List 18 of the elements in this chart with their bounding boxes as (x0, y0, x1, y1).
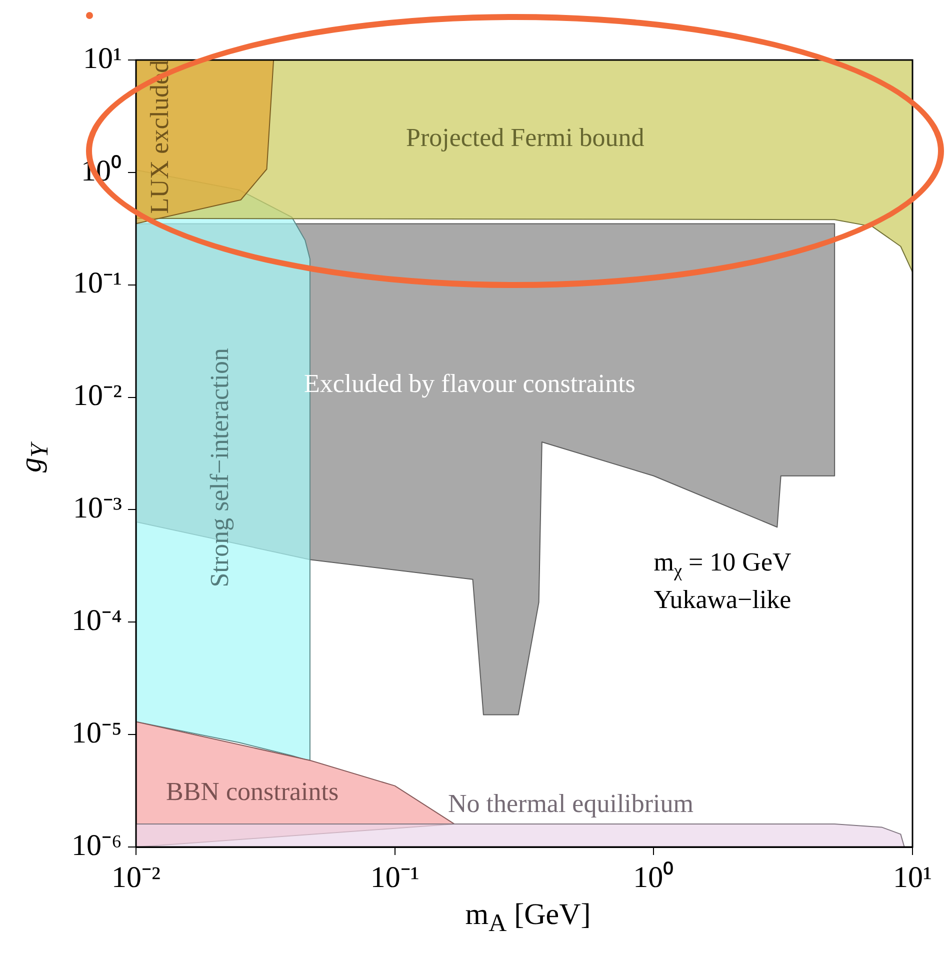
x-tick-label: 10¹ (893, 860, 932, 894)
y-tick-label: 10⁻² (73, 379, 122, 412)
y-tick-label: 10⁻³ (73, 492, 122, 525)
annotation: Yukawa−like (654, 585, 792, 614)
series-label: LUX excluded (144, 60, 174, 214)
y-tick-label: 10⁻⁶ (72, 828, 122, 862)
series-label: No thermal equilibrium (448, 788, 694, 818)
x-tick-label: 10⁻² (112, 860, 160, 894)
y-tick-label: 10⁻¹ (73, 266, 122, 300)
y-tick-label: 10⁻⁵ (72, 716, 122, 750)
series-label: Projected Fermi bound (406, 122, 644, 152)
x-tick-label: 10⁻¹ (370, 860, 420, 894)
y-tick-label: 10¹ (83, 42, 122, 75)
y-tick-label: 10⁻⁴ (72, 604, 122, 638)
series-label: BBN constraints (166, 776, 339, 806)
x-tick-label: 10⁰ (633, 860, 674, 894)
x-axis-title: m$_{A}$ [GeV] (464, 898, 592, 938)
series-label: Strong self−interaction (204, 348, 234, 588)
